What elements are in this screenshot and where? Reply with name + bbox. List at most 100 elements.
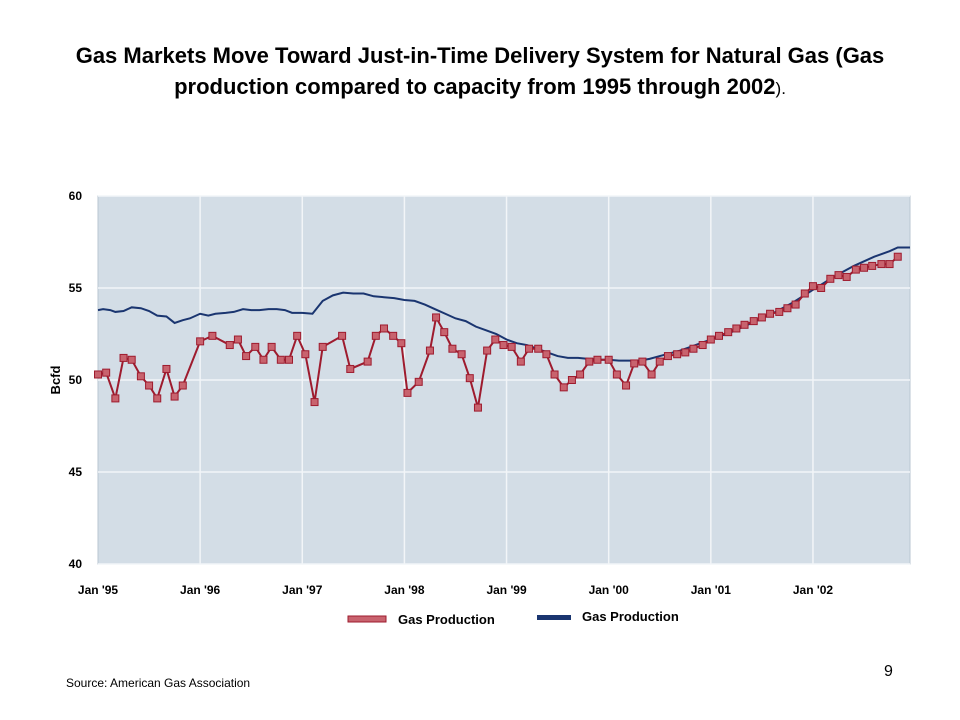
legend-label-production: Gas Production <box>398 612 495 627</box>
data-point <box>162 364 171 373</box>
data-point <box>885 260 894 269</box>
data-point <box>301 350 310 359</box>
data-point <box>276 355 285 364</box>
data-point <box>310 398 319 407</box>
data-point <box>630 359 639 368</box>
data-point <box>473 403 482 412</box>
data-point <box>593 355 602 364</box>
data-point <box>724 328 733 337</box>
data-point <box>346 364 355 373</box>
data-point <box>465 374 474 383</box>
data-point <box>267 342 276 351</box>
data-point <box>673 350 682 359</box>
x-tick-label: Jan '96 <box>180 583 221 597</box>
data-point <box>698 341 707 350</box>
y-tick-label: 55 <box>69 281 83 295</box>
data-point <box>225 341 234 350</box>
data-point <box>826 274 835 283</box>
x-tick-label: Jan '01 <box>691 583 732 597</box>
data-point <box>318 342 327 351</box>
data-point <box>425 346 434 355</box>
data-point <box>363 357 372 366</box>
data-point <box>732 324 741 333</box>
data-point <box>534 344 543 353</box>
legend-swatch-capacity <box>537 615 571 620</box>
x-tick-label: Jan '02 <box>793 583 834 597</box>
data-point <box>585 357 594 366</box>
data-point <box>749 317 758 326</box>
data-point <box>851 265 860 274</box>
data-point <box>757 313 766 322</box>
x-axis-ticks: Jan '95 Jan '96 Jan '97 Jan '98 Jan '99 Jan '… <box>78 583 834 597</box>
legend-label-capacity: Gas Production <box>582 609 679 624</box>
data-point <box>293 331 302 340</box>
data-point <box>766 309 775 318</box>
data-point <box>834 271 843 280</box>
legend: Gas Production Gas Production <box>347 609 679 627</box>
y-axis-label: Bcfd <box>48 365 63 394</box>
data-point <box>127 355 136 364</box>
data-point <box>740 320 749 329</box>
data-point <box>567 376 576 384</box>
legend-swatch-production <box>347 615 387 623</box>
data-point <box>689 344 698 353</box>
data-point <box>507 342 516 351</box>
data-point <box>783 304 792 313</box>
series-markers-production <box>94 252 902 412</box>
data-point <box>638 357 647 366</box>
data-point <box>170 392 179 401</box>
data-point <box>775 307 784 316</box>
data-point <box>868 261 877 270</box>
data-point <box>432 313 441 322</box>
data-point <box>233 335 242 344</box>
data-point <box>284 355 293 364</box>
data-point <box>842 272 851 281</box>
data-point <box>259 355 268 364</box>
x-tick-label: Jan '95 <box>78 583 119 597</box>
data-point <box>550 370 559 379</box>
y-tick-label: 45 <box>69 465 83 479</box>
data-point <box>663 352 672 361</box>
data-point <box>196 337 205 346</box>
data-point <box>612 370 621 379</box>
data-point <box>111 394 120 403</box>
data-point <box>791 300 800 309</box>
data-point <box>516 357 525 366</box>
y-axis-ticks: 40 45 50 55 60 <box>69 189 83 571</box>
data-point <box>860 263 869 272</box>
x-tick-label: Jan '98 <box>384 583 425 597</box>
data-point <box>397 339 406 348</box>
chart-title-main: Gas Markets Move Toward Just-in-Time Del… <box>75 43 885 99</box>
chart-title-end: ). <box>775 79 786 98</box>
grid-lines <box>98 195 910 565</box>
data-point <box>102 368 111 377</box>
data-point <box>414 377 423 386</box>
y-tick-label: 40 <box>69 557 83 571</box>
data-point <box>338 331 347 340</box>
page-number: 9 <box>884 663 893 680</box>
data-point <box>542 350 551 359</box>
x-tick-label: Jan '97 <box>282 583 323 597</box>
source-note: Source: American Gas Association <box>66 676 251 690</box>
data-point <box>893 252 902 261</box>
x-tick-label: Jan '00 <box>589 583 630 597</box>
data-point <box>153 394 162 403</box>
data-point <box>403 388 412 397</box>
data-point <box>242 352 251 361</box>
data-point <box>715 331 724 340</box>
data-point <box>706 335 715 344</box>
data-point <box>622 381 631 390</box>
data-point <box>877 260 886 269</box>
data-point <box>576 370 585 379</box>
data-point <box>178 381 187 390</box>
x-tick-label: Jan '99 <box>486 583 527 597</box>
data-point <box>251 342 260 351</box>
data-point <box>457 350 466 359</box>
y-tick-label: 60 <box>69 189 83 203</box>
data-point <box>808 282 817 291</box>
data-point <box>136 372 145 381</box>
data-point <box>800 289 809 298</box>
data-point <box>208 331 217 340</box>
data-point <box>559 383 568 392</box>
data-point <box>525 344 534 353</box>
